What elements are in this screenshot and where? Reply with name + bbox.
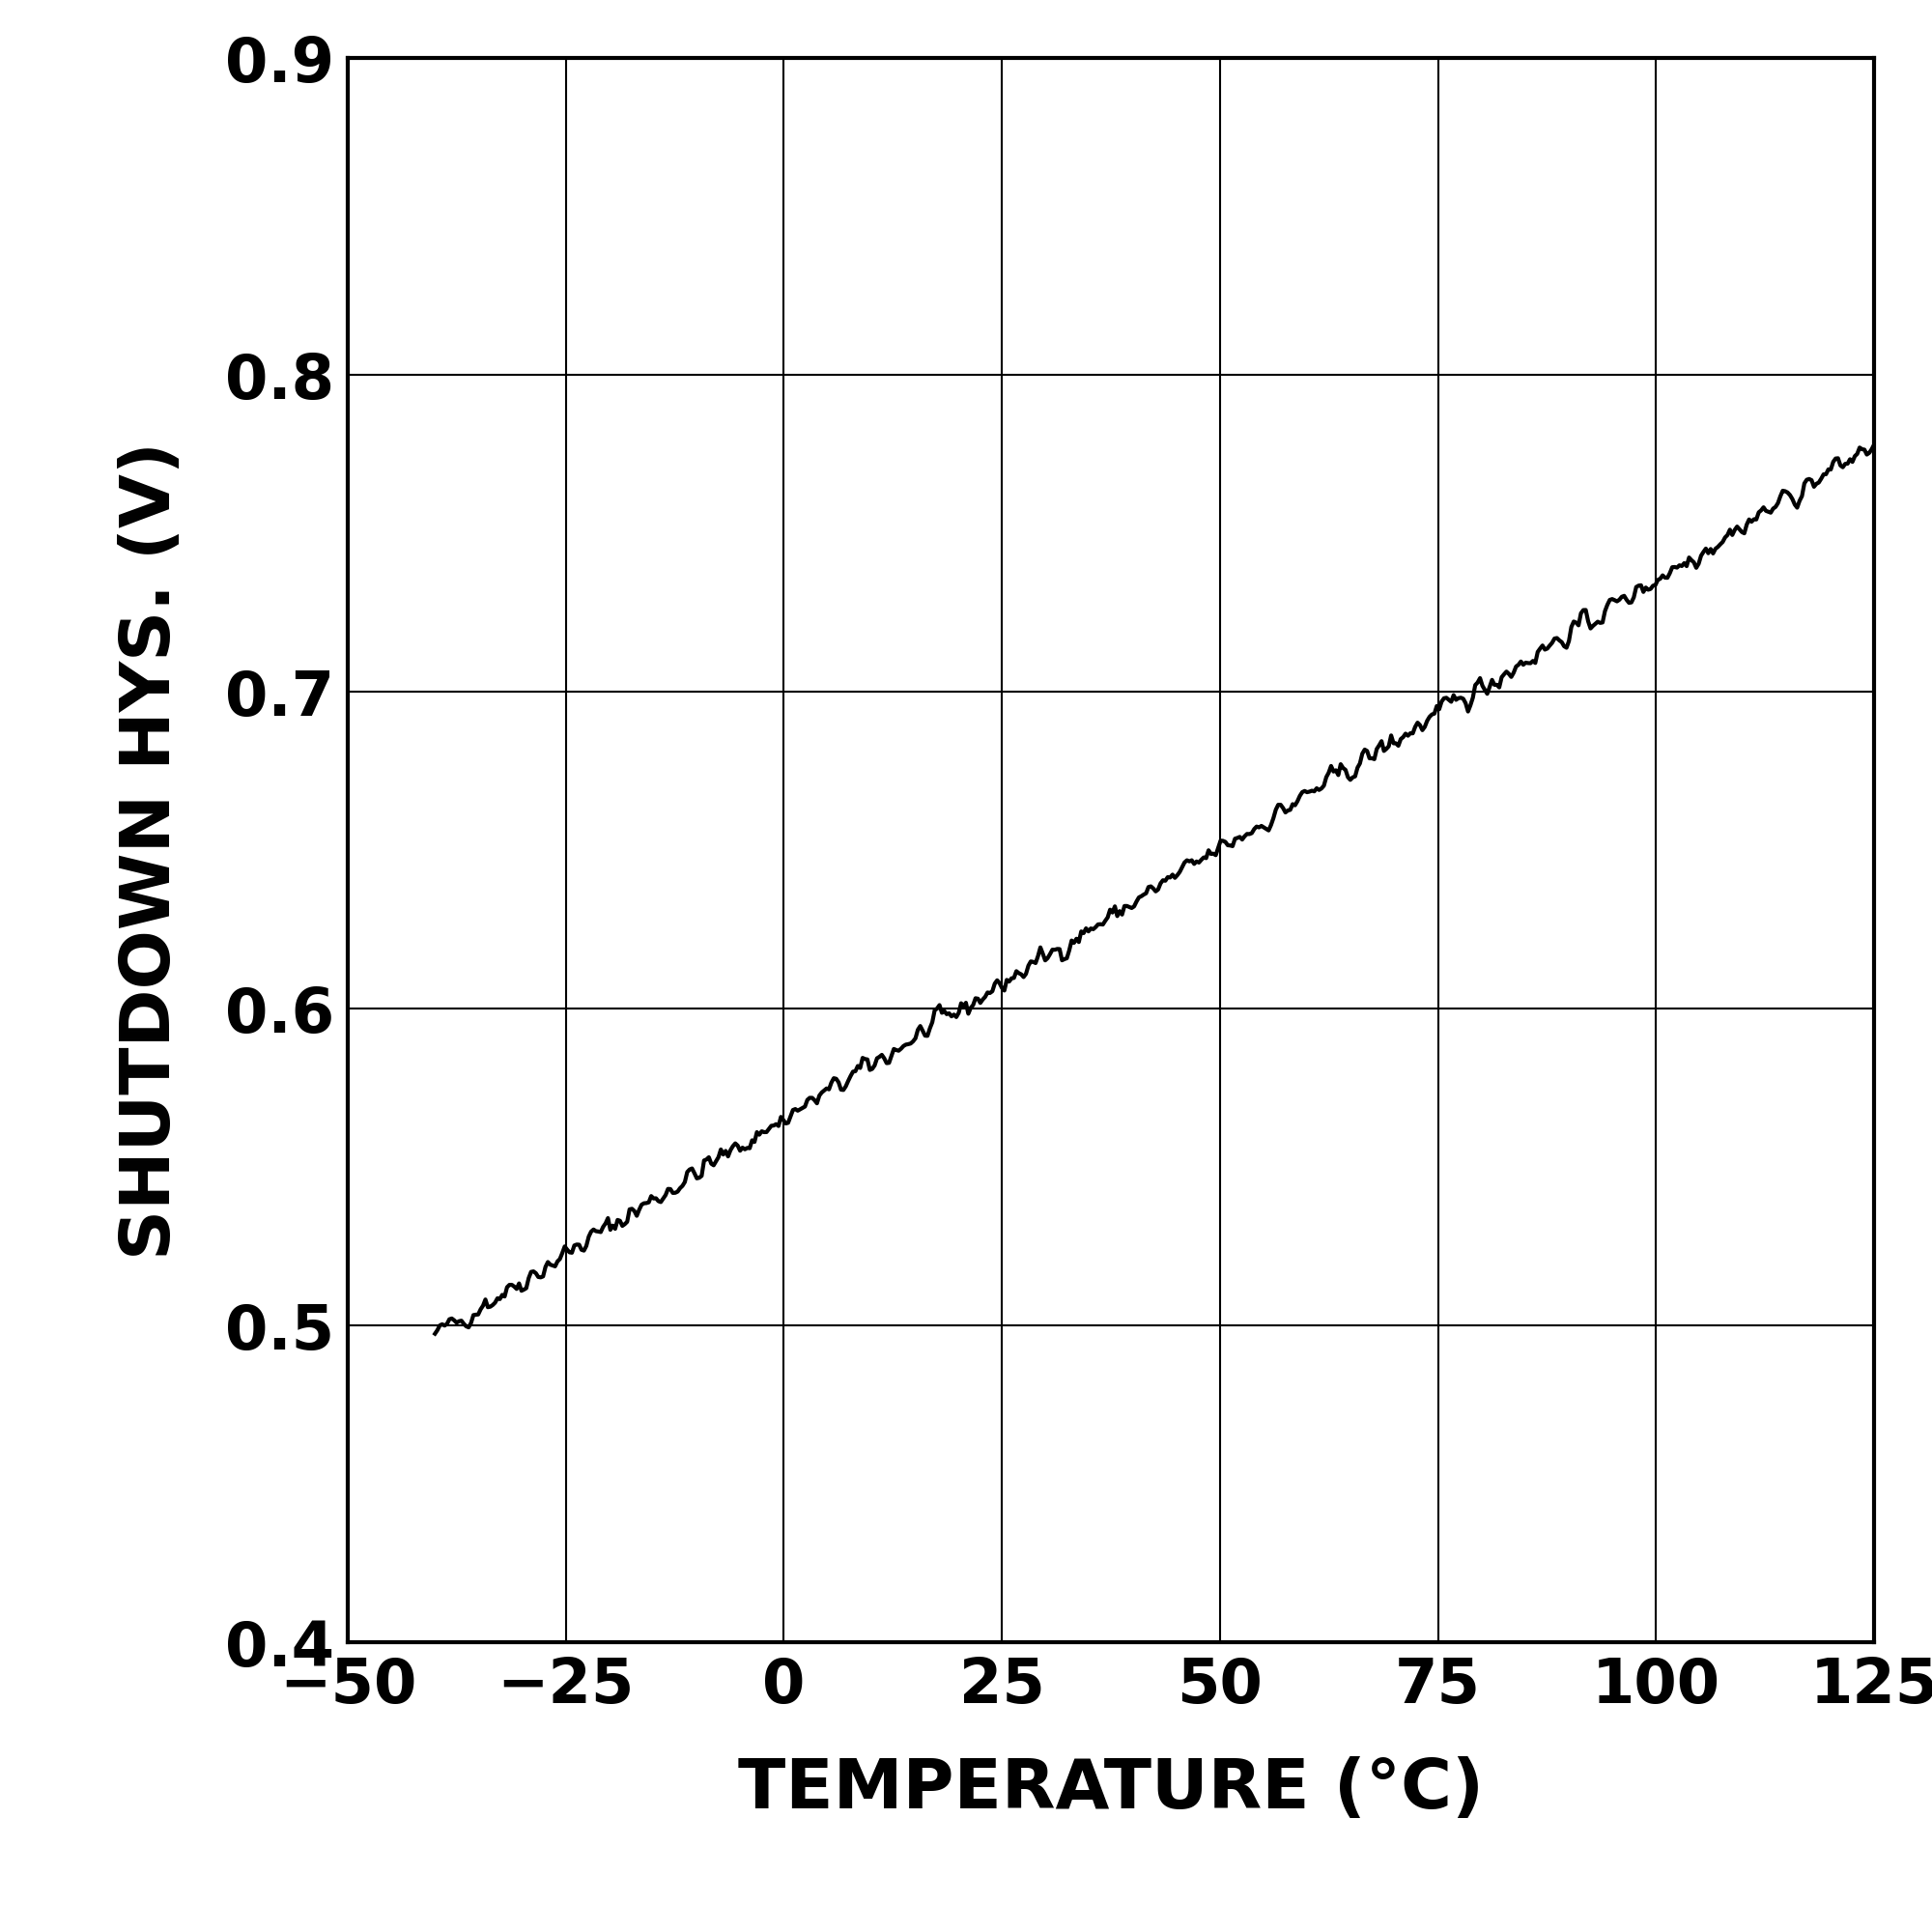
Y-axis label: SHUTDOWN HYS. (V): SHUTDOWN HYS. (V) (118, 440, 185, 1260)
X-axis label: TEMPERATURE (°C): TEMPERATURE (°C) (738, 1756, 1484, 1822)
